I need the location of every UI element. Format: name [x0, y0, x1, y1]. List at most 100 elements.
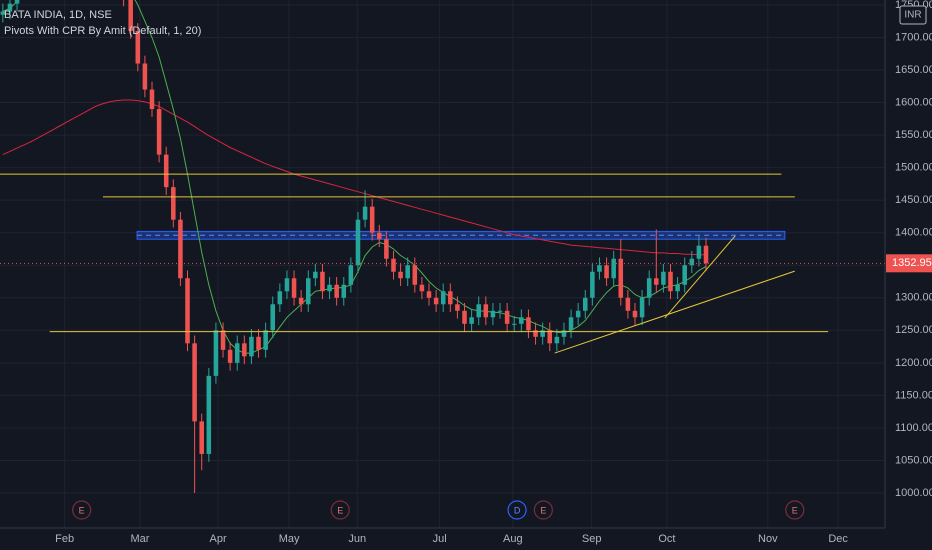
x-tick-label: Aug: [503, 533, 523, 545]
x-tick-label: Nov: [758, 533, 778, 545]
event-marker: [533, 500, 553, 520]
candle-body: [604, 265, 609, 279]
candle-body: [661, 271, 666, 285]
candle-body: [185, 278, 190, 344]
candle-body: [320, 271, 325, 292]
candle-body: [171, 187, 176, 220]
candle-body: [0, 11, 6, 15]
event-label: E: [792, 505, 798, 515]
candle-body: [561, 330, 567, 337]
event-marker: [785, 500, 805, 520]
candle-body: [270, 304, 276, 331]
candle-body: [632, 310, 638, 318]
x-tick-label: May: [279, 533, 300, 545]
y-tick-label: 1500.00: [895, 162, 932, 174]
event-marker: [72, 500, 92, 520]
candle-body: [156, 109, 162, 155]
axes: 1000.00 1050.00 1100.00 1150.00 1200.00 1250.…: [55, 0, 932, 545]
candle-body: [384, 239, 389, 259]
candle-body: [462, 310, 467, 324]
candle-body: [234, 343, 240, 363]
candle-body: [391, 258, 396, 272]
x-tick-label: Sep: [582, 533, 602, 545]
y-tick-label: 1100.00: [895, 422, 932, 434]
candle-body: [348, 265, 354, 285]
candle-body: [618, 258, 624, 298]
last-price-box: [886, 254, 932, 273]
moving-average: [2, 0, 707, 354]
candle-body: [256, 336, 261, 350]
candle-body: [547, 330, 553, 344]
y-tick-label: 1450.00: [895, 194, 932, 206]
x-tick-label: Jul: [433, 533, 447, 545]
candle-body: [277, 291, 283, 305]
candle-body: [419, 284, 425, 292]
candle-body: [540, 330, 545, 337]
candle-body: [483, 304, 489, 318]
x-tick-label: Jun: [348, 533, 366, 545]
candle-body: [178, 219, 183, 279]
candle-body: [696, 245, 702, 259]
x-tick-label: Feb: [55, 533, 74, 545]
candle-body: [249, 336, 254, 357]
candle-body: [405, 265, 410, 279]
candle-body: [242, 343, 247, 357]
candle-body: [654, 278, 659, 285]
candle-body: [511, 323, 517, 325]
candle-body: [554, 336, 560, 344]
y-tick-label: 1200.00: [895, 357, 932, 369]
candle-body: [334, 284, 339, 298]
candle-body: [682, 265, 687, 285]
candle-body: [504, 310, 510, 324]
chart-title: BATA INDIA, 1D, NSE: [4, 9, 112, 21]
y-tick-label: 1150.00: [895, 389, 932, 401]
candle-body: [639, 297, 645, 318]
y-tick-label: 1250.00: [895, 324, 932, 336]
candle-body: [362, 206, 368, 220]
candle-body: [575, 310, 581, 318]
y-tick-label: 1600.00: [895, 96, 932, 108]
candle-body: [448, 291, 453, 305]
y-tick-label: 1400.00: [895, 227, 932, 239]
candle-body: [689, 258, 695, 266]
candle-body: [703, 245, 709, 264]
last-price-label: 1352.95: [892, 257, 932, 269]
candle-body: [213, 330, 219, 376]
candle-body: [533, 330, 538, 337]
candle-body: [313, 271, 318, 279]
candle-body: [341, 284, 347, 298]
candle-body: [305, 278, 311, 305]
candle-body: [582, 297, 588, 311]
candle-body: [377, 232, 382, 240]
moving-average: [2, 99, 706, 256]
candle-body: [497, 310, 503, 312]
candle-body: [476, 304, 481, 318]
indicator-label: Pivots With CPR By Amit (Default, 1, 20): [4, 25, 201, 37]
candle-body: [625, 297, 631, 311]
candle-body: [440, 291, 446, 305]
candle-body: [163, 154, 169, 188]
event-label: D: [514, 505, 521, 515]
y-tick-label: 1650.00: [895, 64, 932, 76]
candle-body: [220, 330, 226, 350]
candle-body: [568, 317, 574, 331]
candle-body: [192, 343, 197, 422]
event-marker: [330, 500, 350, 520]
currency-box[interactable]: [899, 5, 927, 25]
candle-body: [611, 258, 616, 279]
y-tick-label: 1000.00: [895, 487, 932, 499]
currency-label[interactable]: INR: [904, 10, 921, 21]
candle-body: [142, 63, 148, 90]
candle-body: [135, 30, 141, 64]
event-label: E: [79, 505, 85, 515]
candle-body: [675, 284, 680, 292]
trend-line: [664, 235, 736, 319]
candle-body: [369, 206, 375, 233]
candle-body: [426, 291, 432, 298]
candle-body: [526, 317, 531, 331]
candle-body: [291, 278, 297, 298]
candle-body: [149, 89, 155, 110]
grid: [0, 0, 885, 528]
candle-body: [590, 271, 595, 298]
